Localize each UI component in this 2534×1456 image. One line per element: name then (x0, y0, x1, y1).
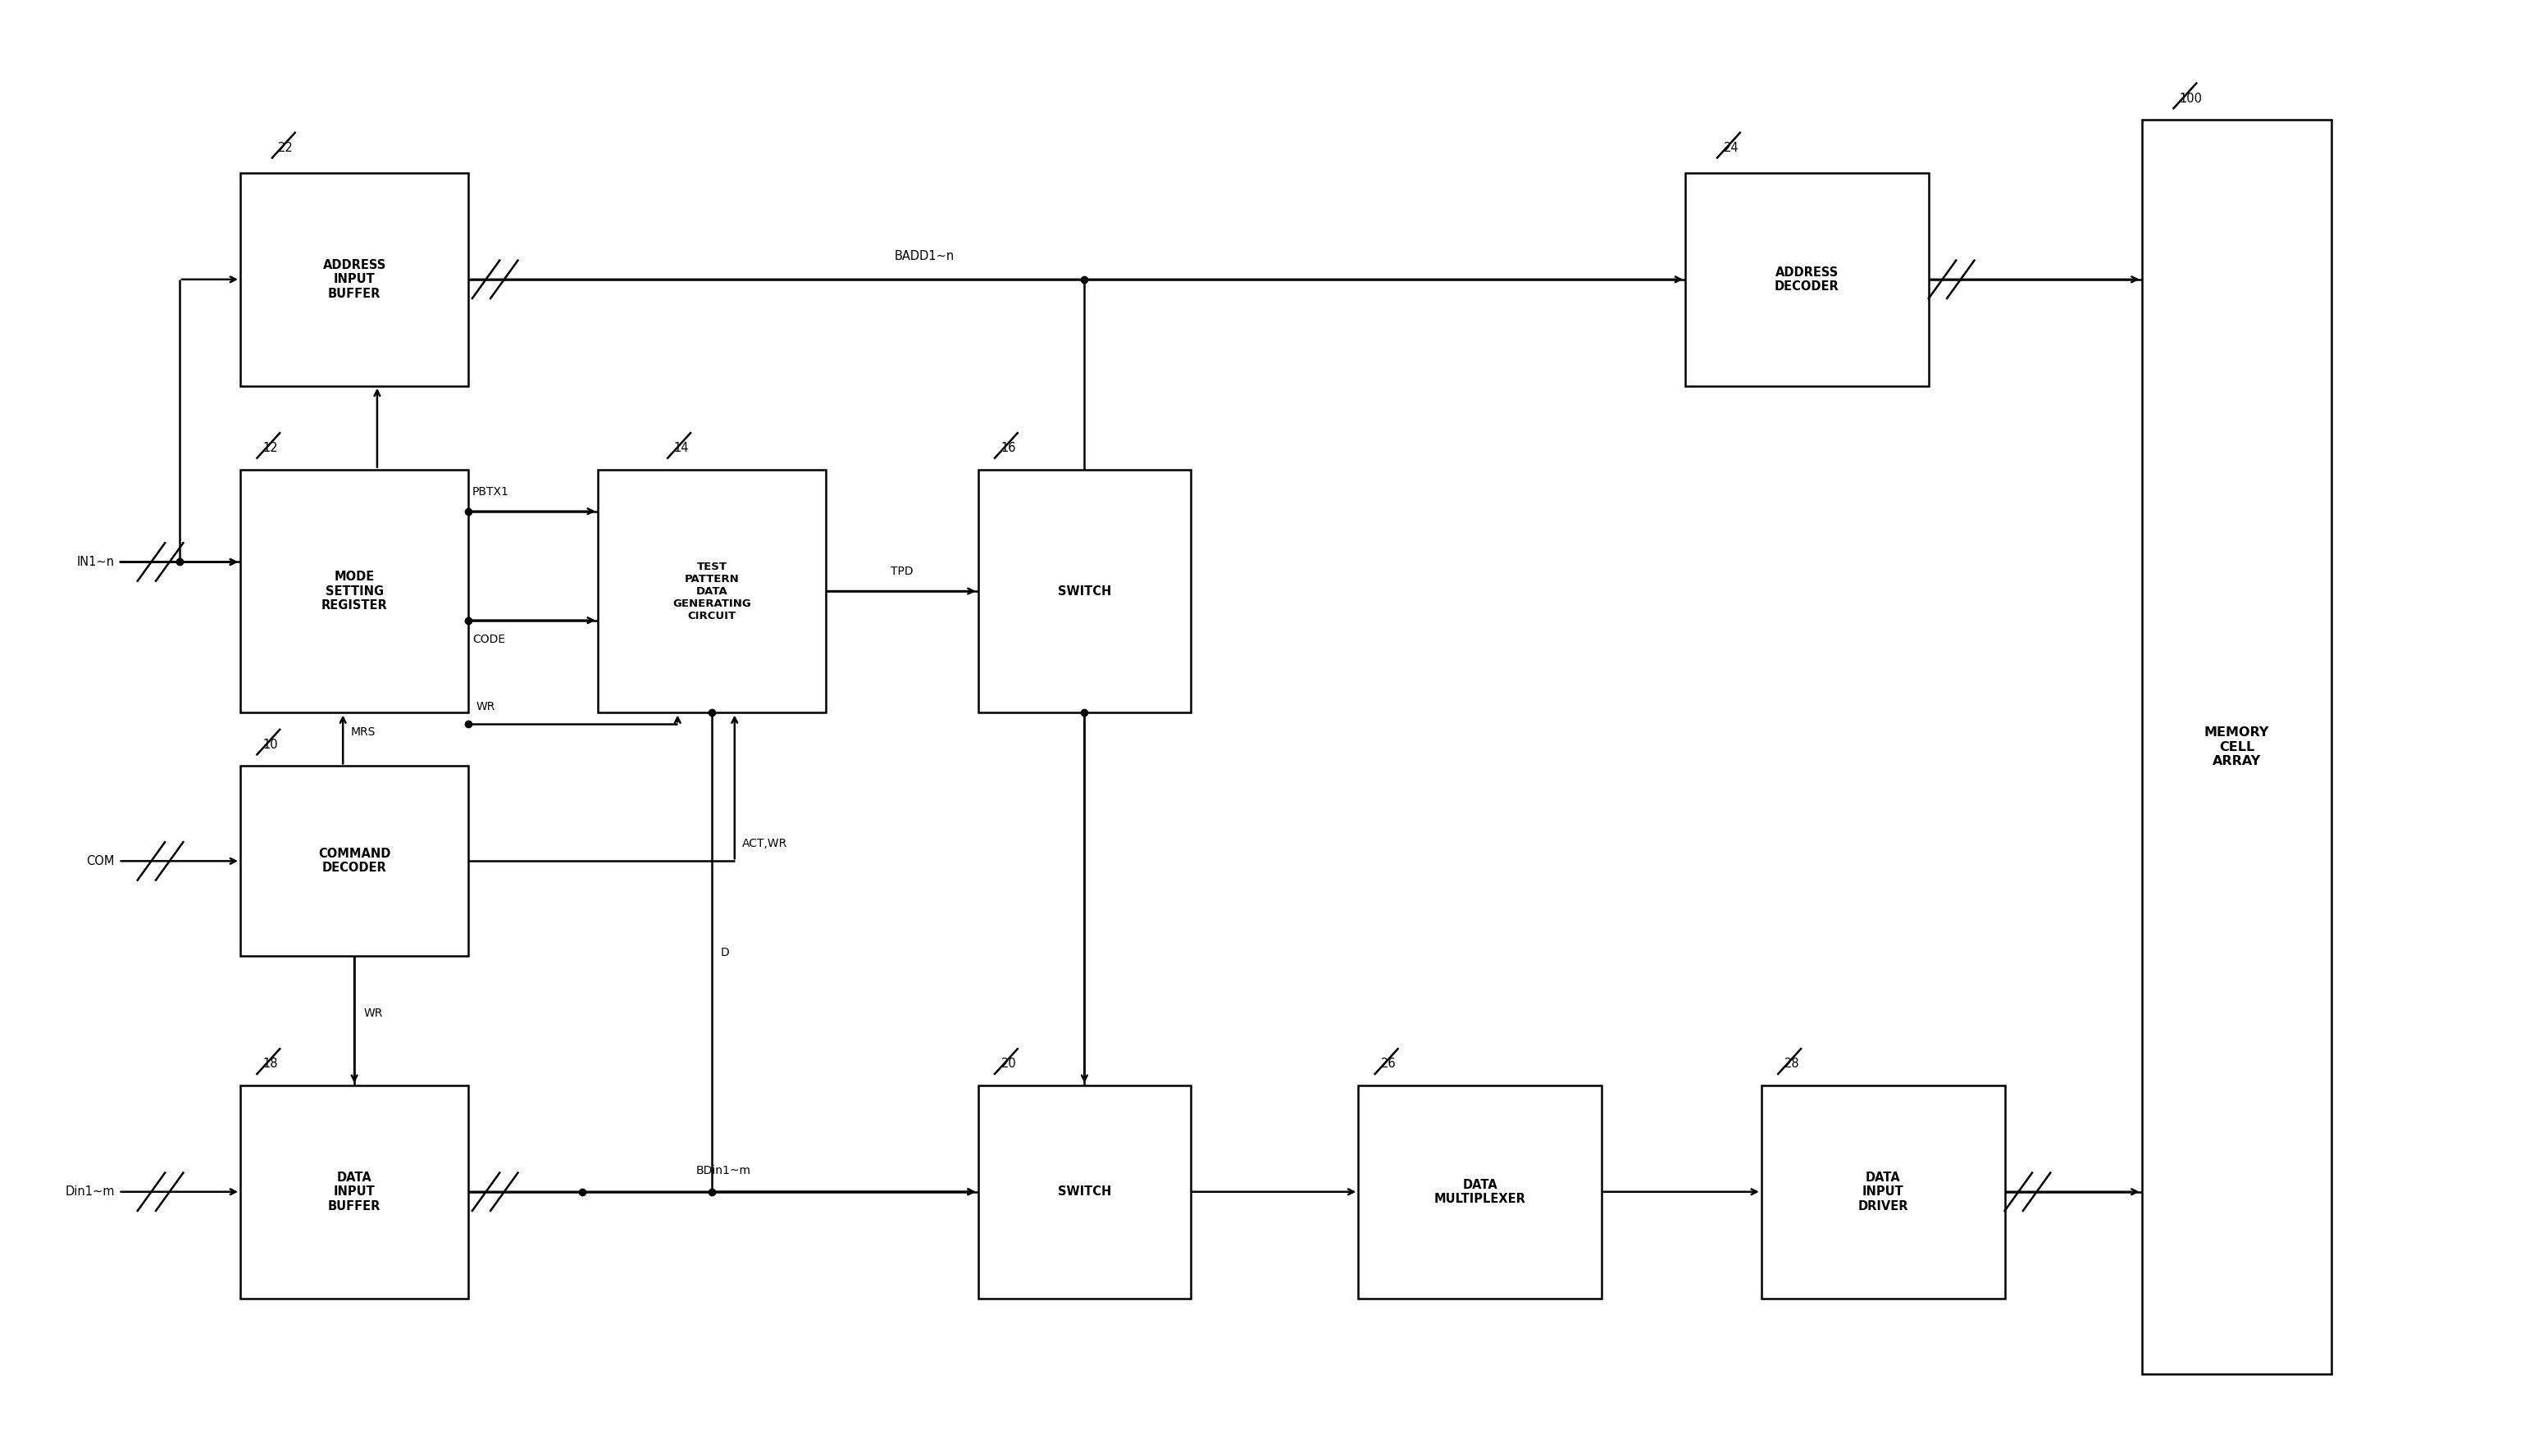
Text: D: D (722, 946, 730, 958)
Text: DATA
INPUT
BUFFER: DATA INPUT BUFFER (327, 1172, 380, 1213)
Text: DATA
MULTIPLEXER: DATA MULTIPLEXER (1434, 1178, 1525, 1206)
Text: 20: 20 (1001, 1059, 1016, 1070)
Text: TPD: TPD (889, 566, 912, 578)
Text: MEMORY
CELL
ARRAY: MEMORY CELL ARRAY (2205, 727, 2270, 767)
Text: COM: COM (86, 855, 114, 868)
Bar (241, 173, 469, 386)
Text: BDin1~m: BDin1~m (697, 1165, 750, 1176)
Text: 12: 12 (264, 443, 279, 454)
Bar (978, 1085, 1191, 1299)
Bar (241, 1085, 469, 1299)
Bar (2141, 119, 2331, 1374)
Bar (241, 766, 469, 957)
Text: BADD1~n: BADD1~n (895, 250, 955, 262)
Text: 22: 22 (279, 141, 294, 154)
Text: 16: 16 (1001, 443, 1016, 454)
Text: TEST
PATTERN
DATA
GENERATING
CIRCUIT: TEST PATTERN DATA GENERATING CIRCUIT (672, 561, 750, 622)
Text: 28: 28 (1784, 1059, 1799, 1070)
Text: ADDRESS
INPUT
BUFFER: ADDRESS INPUT BUFFER (322, 259, 385, 300)
Text: SWITCH: SWITCH (1057, 585, 1112, 597)
Bar (1761, 1085, 2004, 1299)
Text: PBTX1: PBTX1 (471, 486, 509, 498)
Text: CODE: CODE (471, 633, 504, 645)
Bar (241, 469, 469, 713)
Text: MRS: MRS (350, 727, 375, 738)
Bar (598, 469, 826, 713)
Text: WR: WR (362, 1008, 383, 1019)
Text: MODE
SETTING
REGISTER: MODE SETTING REGISTER (322, 571, 388, 612)
Bar (1358, 1085, 1601, 1299)
Text: COMMAND
DECODER: COMMAND DECODER (319, 847, 390, 875)
Text: 14: 14 (674, 443, 689, 454)
Text: ACT,WR: ACT,WR (742, 839, 788, 850)
Bar (1685, 173, 1928, 386)
Text: SWITCH: SWITCH (1057, 1185, 1112, 1198)
Text: 100: 100 (2179, 92, 2202, 105)
Text: 18: 18 (264, 1059, 279, 1070)
Text: 10: 10 (264, 738, 279, 751)
Text: 26: 26 (1381, 1059, 1396, 1070)
Text: Din1~m: Din1~m (66, 1185, 114, 1198)
Text: WR: WR (476, 702, 494, 713)
Text: 24: 24 (1723, 141, 1738, 154)
Bar (978, 469, 1191, 713)
Text: DATA
INPUT
DRIVER: DATA INPUT DRIVER (1857, 1172, 1908, 1213)
Text: IN1~n: IN1~n (76, 556, 114, 568)
Text: ADDRESS
DECODER: ADDRESS DECODER (1774, 266, 1840, 293)
